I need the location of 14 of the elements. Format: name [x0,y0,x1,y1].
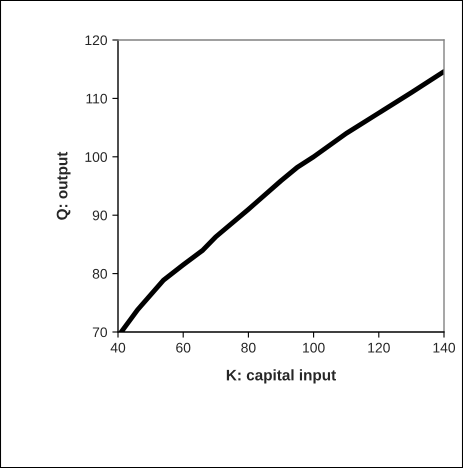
y-tick-label: 120 [85,35,108,46]
x-tick-label: 100 [303,342,325,353]
y-axis-title: Q: output [56,152,71,220]
x-tick-label: 40 [110,342,126,353]
y-tick-label: 70 [92,327,108,338]
x-tick-label: 60 [176,342,190,353]
y-tick-label: 90 [92,210,108,220]
x-tick-label: 140 [433,342,456,353]
y-tick-label: 100 [85,152,108,162]
y-tick-label: 110 [86,94,108,104]
x-tick-label: 80 [241,342,256,353]
x-tick-label: 120 [368,342,390,353]
y-tick-label: 80 [92,268,108,279]
x-axis-title: K: capital input [226,369,336,384]
